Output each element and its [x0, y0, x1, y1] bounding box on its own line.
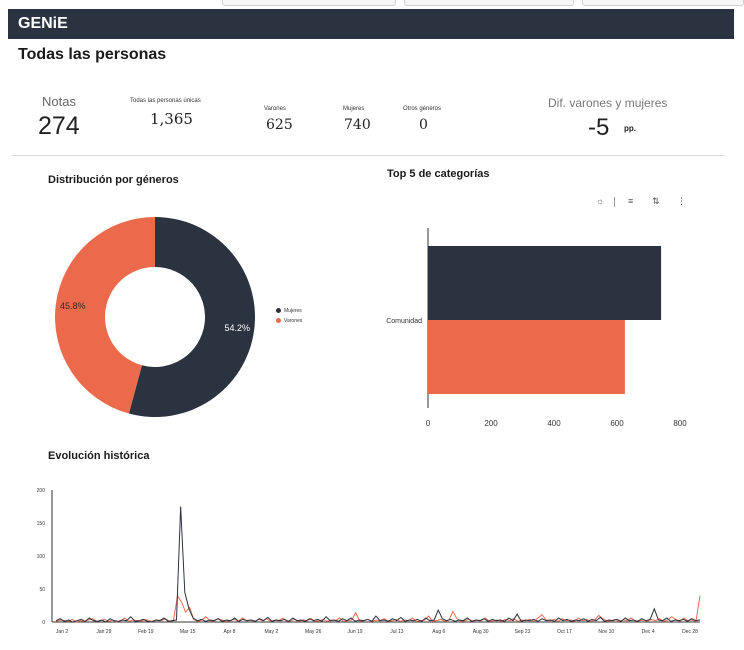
bar-xtick-label: 400 — [547, 419, 561, 428]
bar-chart: Comunidad 0 200 400 600 800 — [386, 228, 687, 428]
kpi-otros-label: Otros géneros — [403, 106, 442, 112]
app-brand: GENiE — [18, 15, 68, 32]
page-title: Todas las personas — [18, 46, 167, 63]
line-ytick-label: 150 — [37, 521, 46, 527]
donut-label-varones: 45.8% — [60, 301, 86, 311]
line-series-mujeres — [55, 506, 701, 623]
toolbar-separator — [614, 197, 615, 207]
kpi-notas-label: Notas — [42, 94, 76, 109]
kpi-diferencia-value: -5 — [588, 114, 610, 141]
line-xtick-label: Nov 10 — [598, 629, 614, 635]
legend-dot-mujeres — [276, 308, 281, 314]
line-xtick-label: Sep 23 — [515, 629, 531, 635]
divider — [12, 155, 725, 156]
legend-label-varones: Varones — [284, 318, 303, 324]
line-xtick-label: Feb 19 — [138, 629, 154, 635]
line-xtick-label: Jul 13 — [390, 629, 404, 635]
line-ytick-label: 100 — [37, 554, 46, 560]
bar-category-label: Comunidad — [386, 318, 422, 325]
more-icon[interactable]: ⋮ — [677, 196, 686, 206]
kpi-todas-label: Todas las personas únicas — [130, 98, 201, 104]
donut-slice-varones — [55, 217, 155, 414]
line-chart-title: Evolución histórica — [48, 450, 150, 462]
donut-slice-mujeres — [128, 217, 256, 417]
bar-chart-title: Top 5 de categorías — [387, 168, 490, 180]
bar-mujeres — [428, 246, 662, 320]
toolbar-button-1[interactable] — [222, 0, 396, 6]
donut-chart-title: Distribución por géneros — [48, 174, 179, 186]
legend-item-mujeres[interactable]: Mujeres — [276, 308, 302, 314]
line-xtick-label: Aug 30 — [473, 629, 489, 635]
bar-varones — [428, 320, 625, 394]
line-xtick-label: May 26 — [305, 629, 322, 635]
line-ytick-label: 50 — [39, 587, 45, 593]
toolbar-button-2[interactable] — [404, 0, 574, 6]
bar-xtick-label: 200 — [484, 419, 498, 428]
donut-chart: 54.2% 45.8% — [55, 217, 256, 417]
bar-xtick-label: 600 — [610, 419, 624, 428]
sort-icon[interactable]: ⇅ — [652, 196, 660, 206]
app-header: GENiE — [8, 9, 734, 39]
donut-label-mujeres: 54.2% — [225, 323, 251, 333]
line-xtick-label: Jan 2 — [56, 629, 68, 635]
line-xtick-label: Jun 19 — [348, 629, 363, 635]
kpi-varones-value: 625 — [266, 117, 293, 133]
line-xtick-label: May 2 — [265, 629, 279, 635]
legend-dot-varones — [276, 318, 281, 324]
legend-label-mujeres: Mujeres — [284, 308, 302, 314]
kpi-otros-value: 0 — [419, 117, 428, 133]
kpi-diferencia-label: Dif. varones y mujeres — [548, 96, 668, 110]
bar-xtick-label: 800 — [673, 419, 687, 428]
kpi-diferencia-unit: pp. — [624, 124, 636, 133]
toolbar-button-3[interactable] — [582, 0, 744, 6]
filter-icon[interactable]: ≡ — [628, 196, 634, 206]
line-chart: 0 50 100 150 200 Jan 2 Jan 29 Feb 19 Mar 15 Apr 8… — [37, 488, 701, 635]
line-series-varones — [55, 594, 701, 623]
kpi-varones-label: Varones — [264, 106, 286, 112]
bar-xtick-label: 0 — [426, 419, 431, 428]
line-ytick-label: 0 — [42, 620, 45, 626]
line-xtick-label: Dec 28 — [682, 629, 698, 635]
line-ytick-label: 200 — [37, 488, 46, 494]
lightbulb-icon[interactable]: ☼ — [596, 196, 605, 206]
line-xtick-label: Oct 17 — [557, 629, 572, 635]
line-xtick-label: Dec 4 — [642, 629, 655, 635]
line-xtick-label: Jan 29 — [96, 629, 111, 635]
line-xtick-label: Apr 8 — [223, 629, 235, 635]
line-xtick-label: Mar 15 — [180, 629, 196, 635]
kpi-notas-value: 274 — [38, 112, 80, 140]
kpi-mujeres-value: 740 — [344, 117, 371, 133]
kpi-mujeres-label: Mujeres — [343, 106, 365, 112]
kpi-todas-value: 1,365 — [150, 110, 193, 128]
legend-item-varones[interactable]: Varones — [276, 318, 302, 324]
line-xtick-label: Aug 6 — [432, 629, 445, 635]
